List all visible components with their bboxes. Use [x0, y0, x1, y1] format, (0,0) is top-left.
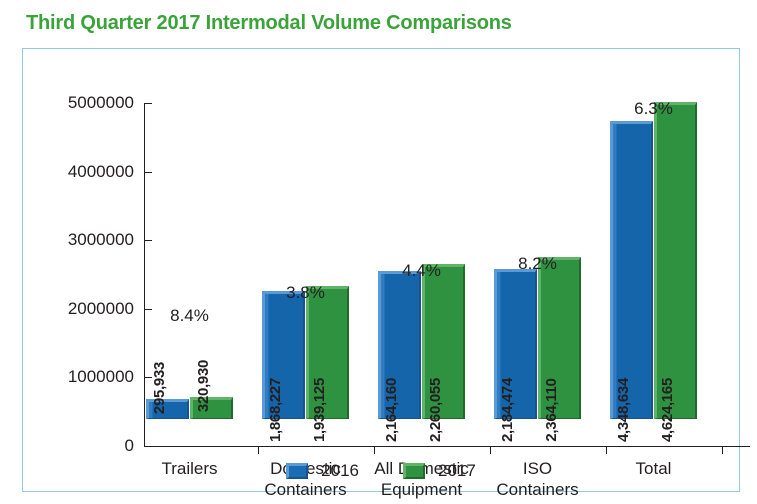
legend-swatch-2016	[286, 463, 309, 479]
bar-value-label: 4,348,634	[615, 377, 632, 443]
chart-title: Third Quarter 2017 Intermodal Volume Com…	[26, 12, 512, 34]
y-axis-tick-label: 2000000	[67, 298, 134, 318]
y-axis-tick-mark	[145, 240, 152, 242]
legend-swatch-2017	[403, 463, 425, 479]
y-axis-tick: 5000000	[68, 93, 152, 112]
x-axis-tick-mark	[490, 447, 491, 454]
chart-legend: 2016 2017	[23, 461, 739, 481]
legend-label: 2016	[321, 461, 359, 480]
bar-group: 2,164,160 2,260,055	[378, 76, 494, 442]
bar-value-label: 2,184,474	[499, 377, 516, 443]
y-axis-tick-label: 1000000	[67, 367, 134, 387]
bar-2016-total[interactable]: 4,348,634	[610, 120, 653, 442]
chart-frame: 0 1000000 2000000 3000000 4000000 5000000 295…	[22, 48, 750, 499]
legend-item-2016[interactable]: 2016	[286, 461, 359, 481]
percent-change-label: 8.2%	[518, 253, 557, 273]
bar-2016-domestic-containers[interactable]: 1,868,227	[262, 290, 305, 442]
y-axis-tick-label: 5000000	[67, 93, 134, 112]
y-axis-tick-label: 3000000	[67, 230, 134, 250]
category-label-total: Total	[635, 459, 672, 478]
legend-item-2017[interactable]: 2017	[403, 461, 476, 481]
bar-value-label: 2,364,110	[543, 378, 560, 442]
y-axis-tick-mark	[145, 308, 152, 310]
y-axis-tick: 0	[125, 436, 152, 455]
bar-value-label: 1,868,227	[267, 377, 284, 443]
y-axis-tick: 1000000	[68, 367, 152, 386]
legend-label: 2017	[438, 461, 476, 480]
category-label-iso-containers: ISO Containers	[496, 459, 579, 499]
bar-value-label: 2,164,160	[383, 377, 400, 443]
x-axis-line	[144, 446, 750, 447]
bar-group: 4,348,634 4,624,165	[610, 76, 726, 442]
y-axis-line	[144, 103, 145, 447]
bar-2017-all-domestic-equipment[interactable]: 2,260,055	[422, 263, 465, 442]
percent-change-label: 8.4%	[170, 305, 209, 325]
plot-area: 0 1000000 2000000 3000000 4000000 5000000 295…	[68, 76, 750, 499]
bar-value-label: 295,933	[151, 361, 168, 414]
bar-2017-domestic-containers[interactable]: 1,939,125	[306, 285, 349, 442]
bar-2016-all-domestic-equipment[interactable]: 2,164,160	[378, 270, 421, 442]
y-axis-tick-label: 0	[124, 436, 134, 455]
y-axis-tick-mark	[145, 377, 152, 379]
x-axis-tick-mark	[374, 447, 375, 454]
bar-2016-iso-containers[interactable]: 2,184,474	[494, 269, 537, 442]
percent-change-label: 6.3%	[634, 98, 673, 118]
x-axis-tick-mark	[258, 447, 259, 454]
y-axis-tick: 2000000	[68, 299, 152, 318]
bar-2017-iso-containers[interactable]: 2,364,110	[538, 256, 581, 442]
bar-2016-trailers[interactable]: 295,933	[146, 362, 189, 419]
percent-change-label: 3.8%	[286, 282, 325, 302]
y-axis-tick: 4000000	[68, 162, 152, 181]
bar-2017-trailers[interactable]: 320,930	[190, 360, 233, 419]
bar-value-label: 2,260,055	[427, 377, 444, 443]
bar-value-label: 4,624,165	[659, 377, 676, 443]
bar-group: 295,933 320,930	[146, 76, 262, 419]
bar-group: 1,868,227 1,939,125	[262, 76, 378, 442]
bar-value-label: 320,930	[195, 359, 212, 413]
y-axis-tick-mark	[145, 446, 152, 447]
x-axis-tick-mark	[606, 447, 607, 454]
percent-change-label: 4.4%	[402, 260, 441, 280]
x-axis-tick-mark	[722, 447, 723, 454]
category-label-trailers: Trailers	[161, 459, 218, 478]
y-axis-tick-mark	[145, 103, 152, 104]
bar-2017-total[interactable]: 4,624,165	[654, 101, 697, 442]
y-axis-tick-mark	[145, 171, 152, 173]
bar-value-label: 1,939,125	[311, 377, 328, 443]
bar-group: 2,184,474 2,364,110	[494, 76, 610, 442]
y-axis-tick-label: 4000000	[67, 161, 134, 181]
y-axis-tick: 3000000	[68, 230, 152, 249]
